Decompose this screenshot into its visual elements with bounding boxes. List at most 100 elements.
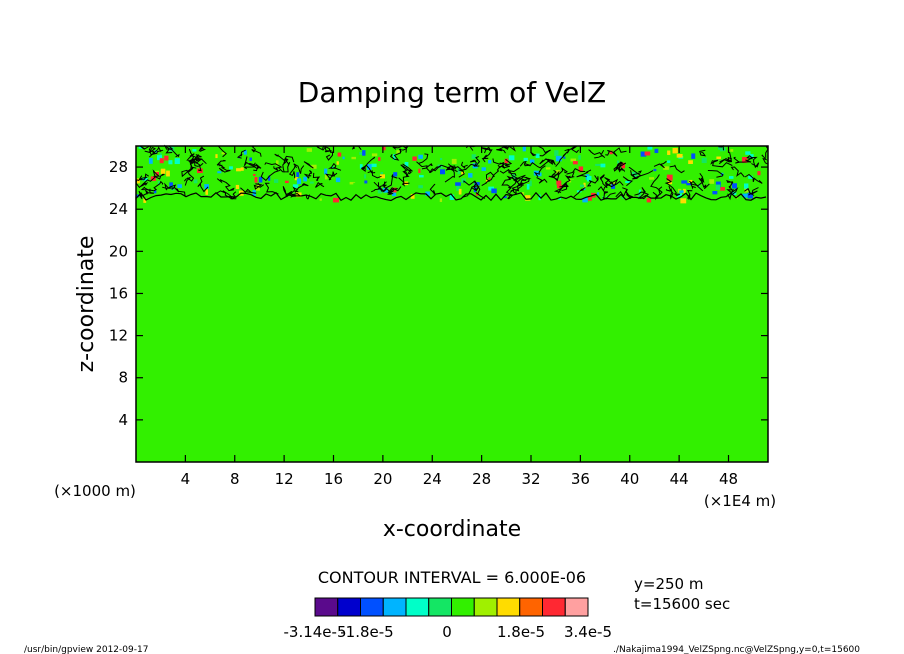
contour-line [513,174,532,183]
noise-speck [284,180,289,184]
contour-line [664,178,681,197]
noise-speck [455,182,461,186]
noise-speck [371,153,378,157]
contour-line [428,164,454,174]
contour-line [171,186,186,197]
noise-speck [573,193,577,197]
noise-speck [364,174,367,179]
contour-line [400,163,413,175]
noise-speck [359,152,363,155]
noise-speck [710,158,715,162]
contour-line [312,172,321,181]
noise-speck [240,167,244,171]
noise-speck [742,157,748,163]
noise-speck [324,174,328,180]
noise-speck [254,177,258,183]
noise-speck [458,188,462,195]
contour-line [498,158,513,169]
noise-speck [138,146,143,149]
contour-line [733,156,752,164]
contour-line [152,169,165,180]
contour-line [315,181,325,188]
noise-speck [563,156,566,159]
noise-speck [715,184,721,190]
noise-speck [349,181,356,185]
noise-speck [570,158,577,162]
x-tick-label: 48 [719,470,738,488]
noise-speck [555,155,562,162]
contour-line [499,145,516,152]
contour-line [586,175,599,187]
noise-speck [236,158,242,162]
noise-speck [418,154,423,159]
contour-line [447,163,464,172]
noise-speck [535,153,540,158]
noise-speck [621,162,626,169]
noise-speck [703,195,708,202]
noise-speck [691,153,696,159]
contour-line [303,161,314,169]
noise-speck [193,179,198,184]
noise-speck [393,154,396,161]
noise-speck [412,156,417,161]
noise-speck [571,179,576,186]
contour-line [188,148,195,173]
colorbar-cell [428,597,452,617]
contour-line [602,191,616,200]
contour-line [726,187,739,201]
noise-speck [303,176,308,182]
noise-speck [718,146,721,150]
x-tick-label: 28 [472,470,491,488]
contour-line [240,187,257,194]
noise-speck [672,147,678,154]
noise-speck [362,150,366,156]
contour-line [616,166,626,173]
noise-speck [380,172,384,175]
noise-speck [677,193,683,198]
noise-speck [294,176,299,181]
noise-speck [418,185,423,189]
contour-line [576,169,592,178]
noise-speck [640,151,647,157]
y-axis: 4 8 12 16 20 24 28 [109,158,768,429]
contour-line [192,154,203,164]
noise-speck [653,168,657,172]
noise-speck [638,189,642,193]
noise-speck [757,171,761,176]
contour-line [628,166,654,180]
noise-speck [229,166,233,170]
contour-line [496,148,506,154]
contour-line [236,149,246,159]
noise-speck [491,188,497,194]
noise-speck [249,157,252,161]
colorbar-cell [564,597,589,617]
contour-line [149,146,162,158]
contour-line [390,148,401,161]
noise-speck [351,156,356,160]
noise-speck [306,148,312,152]
contour-line [418,153,429,164]
contour-line [630,170,642,179]
noise-speck [557,174,563,181]
contour-line [559,175,571,188]
contour-line [707,170,724,178]
noise-speck [691,190,696,195]
noise-speck [335,177,341,183]
colorbar-tick-label: 3.4e-5 [564,623,612,641]
contour-line [398,169,410,184]
noise-speck [419,175,424,178]
noise-speck [686,182,692,186]
contour-line [761,154,768,165]
contour-line [216,190,234,200]
contour-line [230,191,237,200]
noise-speck [656,194,662,199]
contour-line [746,155,753,162]
contour-line [260,169,281,182]
noise-speck [192,149,197,152]
noise-speck [529,180,532,187]
noise-speck [481,167,486,171]
noise-speck [578,155,581,160]
noise-speck [529,159,535,163]
contour-line [638,191,649,200]
